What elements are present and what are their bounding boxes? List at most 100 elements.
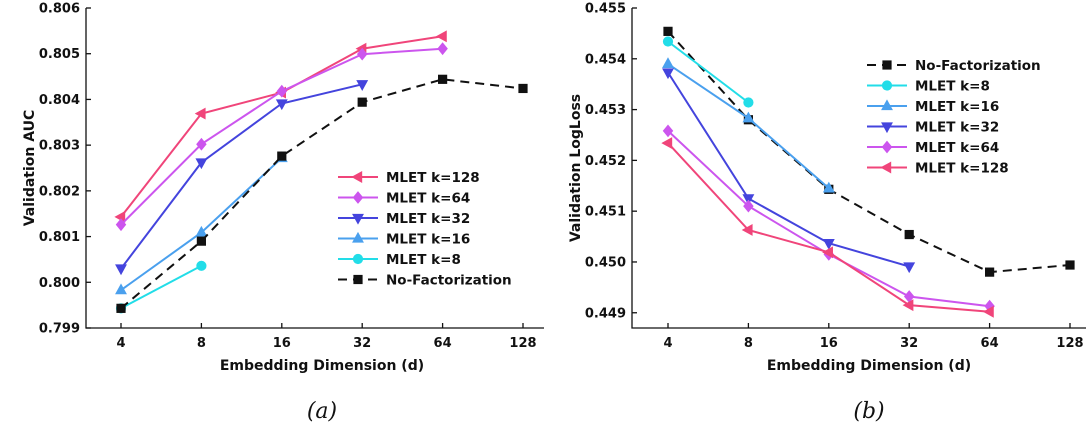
legend-marker [352,231,364,243]
data-point [196,137,207,151]
y-tick-label: 0.804 [39,93,80,108]
legend-marker [881,122,893,134]
x-tick-label: 8 [197,336,206,351]
legend-marker [881,140,893,154]
x-tick-label: 8 [744,336,753,351]
series-no-factorization [116,74,528,313]
x-tick-label: 32 [900,336,918,351]
y-axis-label: Validation AUC [22,110,38,227]
legend-label: MLET k=64 [915,140,999,156]
legend-marker [352,253,364,265]
data-point [277,151,287,161]
data-point [438,74,448,84]
data-point [356,80,369,91]
series-mlet-k-64 [115,42,448,232]
data-point [276,84,288,98]
y-tick-label: 0.806 [39,2,80,17]
legend-label: MLET k=16 [386,232,470,248]
x-tick-label: 32 [353,336,371,351]
legend-label: MLET k=128 [386,170,480,186]
y-tick-label: 0.805 [39,47,80,62]
data-point [196,236,207,246]
data-point [437,42,448,56]
data-point [743,97,754,108]
legend-label: No-Factorization [915,58,1041,74]
data-point [115,264,127,276]
data-point [985,267,995,277]
x-axis-label: Embedding Dimension (d) [220,358,424,374]
data-point [822,238,835,250]
x-tick-label: 128 [1056,336,1083,351]
y-tick-label: 0.801 [39,230,80,245]
series-line [667,130,990,308]
data-point [742,111,755,123]
y-tick-label: 0.449 [585,306,626,321]
y-tick-label: 0.802 [39,184,80,199]
legend-label: MLET k=32 [915,120,999,136]
series-line [120,78,524,310]
series-mlet-k-16 [662,57,835,193]
y-tick-label: 0.453 [585,103,626,118]
data-point [116,303,126,313]
legend-marker [881,80,893,91]
series-mlet-k-8 [115,260,207,314]
legend-label: MLET k=8 [915,79,990,95]
data-point [661,137,673,150]
series-mlet-k-32 [115,80,369,276]
x-tick-label: 16 [820,336,838,351]
y-axis-label: Validation LogLoss [568,94,584,242]
data-point [822,181,835,193]
series-line [120,264,202,310]
data-point [902,299,914,312]
subfigure-caption: (b) [853,399,884,424]
series-mlet-k-8 [662,36,754,108]
data-point [662,36,674,47]
legend-label: MLET k=16 [915,99,999,115]
data-point [903,262,916,274]
legend-label: MLET k=8 [386,252,461,268]
data-point [275,99,288,111]
series-line [667,71,910,268]
legend-marker [352,191,364,204]
y-tick-label: 0.455 [585,2,626,17]
series-mlet-k-32 [662,68,916,274]
legend-label: MLET k=32 [386,211,470,227]
subfigure-caption: (a) [307,399,337,424]
data-point [742,194,755,206]
y-tick-label: 0.452 [585,154,626,169]
data-point [518,83,528,94]
series-line [120,83,363,270]
data-point [662,57,674,69]
y-tick-label: 0.450 [585,255,626,270]
x-tick-label: 4 [663,336,672,351]
x-tick-label: 64 [434,336,452,351]
legend-marker [880,161,892,174]
legend-label: MLET k=64 [386,191,470,207]
legend-marker [352,213,364,225]
data-point [982,305,994,318]
x-tick-label: 128 [509,336,536,351]
legend-marker [353,274,363,285]
x-axis-label: Embedding Dimension (d) [767,358,971,374]
data-point [115,218,127,232]
legend-marker [881,99,893,111]
y-tick-label: 0.800 [39,276,80,291]
legend-marker [351,171,363,183]
data-point [356,47,368,61]
data-point [114,210,126,223]
axis-frame [631,8,1086,329]
data-point [194,107,206,120]
y-tick-label: 0.799 [39,322,80,337]
legend-marker [882,60,892,70]
chart-a-auc: 0.799 0.800 0.801 0.802 0.803 0.804 0.805 0.806… [22,2,544,424]
data-point [1065,260,1075,270]
series-line [667,40,750,104]
y-tick-label: 0.454 [585,52,626,67]
legend-label: MLET k=128 [915,161,1009,177]
data-point [662,68,674,80]
legend-label: No-Factorization [386,273,512,289]
data-point [741,224,753,236]
data-point [435,30,447,43]
x-tick-label: 16 [273,336,291,351]
